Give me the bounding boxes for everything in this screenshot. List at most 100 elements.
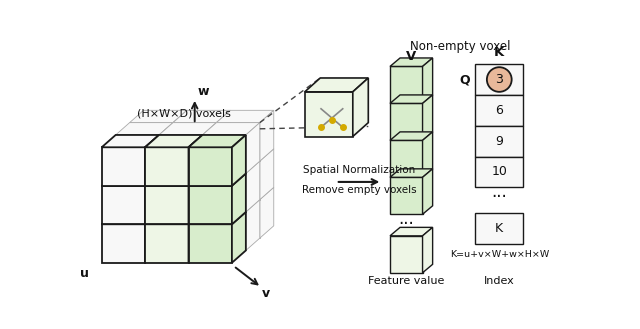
Polygon shape <box>202 200 216 250</box>
Polygon shape <box>390 95 433 103</box>
Polygon shape <box>116 135 159 173</box>
Polygon shape <box>129 161 173 200</box>
Polygon shape <box>260 187 274 238</box>
Polygon shape <box>202 173 246 212</box>
Polygon shape <box>189 147 232 186</box>
Polygon shape <box>159 161 216 173</box>
Text: ...: ... <box>492 183 507 201</box>
Text: ...: ... <box>398 210 414 228</box>
Polygon shape <box>173 200 216 238</box>
Text: 6: 6 <box>495 104 503 117</box>
Polygon shape <box>390 236 422 273</box>
Polygon shape <box>422 169 433 214</box>
Polygon shape <box>422 58 433 103</box>
Polygon shape <box>159 173 202 212</box>
Text: Index: Index <box>484 276 515 286</box>
Polygon shape <box>390 58 433 66</box>
Bar <box>476 95 524 126</box>
Text: V: V <box>406 49 416 63</box>
Polygon shape <box>173 149 187 200</box>
Polygon shape <box>189 173 246 186</box>
Polygon shape <box>116 212 159 250</box>
Polygon shape <box>159 161 173 212</box>
Text: Non-empty voxel: Non-empty voxel <box>410 40 510 53</box>
Text: Remove empty voxels: Remove empty voxels <box>301 185 416 195</box>
Polygon shape <box>102 147 145 186</box>
Polygon shape <box>232 135 246 186</box>
Text: 3: 3 <box>495 73 503 86</box>
Polygon shape <box>353 78 368 137</box>
Text: v: v <box>261 287 269 300</box>
Polygon shape <box>246 161 260 212</box>
Polygon shape <box>390 169 433 177</box>
Text: Q: Q <box>460 73 470 86</box>
Circle shape <box>487 67 511 92</box>
Polygon shape <box>189 135 246 147</box>
Polygon shape <box>145 135 159 186</box>
Polygon shape <box>173 187 230 200</box>
Polygon shape <box>216 187 274 200</box>
Text: K: K <box>495 222 503 235</box>
Polygon shape <box>173 110 230 123</box>
Polygon shape <box>116 200 173 212</box>
Polygon shape <box>159 135 202 173</box>
Polygon shape <box>145 135 202 147</box>
Polygon shape <box>159 200 216 212</box>
Polygon shape <box>390 227 433 236</box>
Text: K: K <box>494 46 504 60</box>
Polygon shape <box>246 123 260 173</box>
Polygon shape <box>145 186 189 224</box>
Polygon shape <box>216 110 274 123</box>
Polygon shape <box>202 123 260 135</box>
Polygon shape <box>145 212 159 263</box>
Polygon shape <box>422 132 433 177</box>
Polygon shape <box>305 78 368 92</box>
Polygon shape <box>173 161 216 200</box>
Bar <box>476 213 524 243</box>
Text: (H×W×D) voxels: (H×W×D) voxels <box>136 109 230 118</box>
Polygon shape <box>102 173 159 186</box>
Polygon shape <box>305 92 353 137</box>
Polygon shape <box>260 110 274 161</box>
Polygon shape <box>129 187 187 200</box>
Polygon shape <box>390 66 422 103</box>
Bar <box>476 126 524 157</box>
Polygon shape <box>216 149 274 161</box>
Polygon shape <box>173 187 187 238</box>
Polygon shape <box>189 173 202 224</box>
Polygon shape <box>232 173 246 224</box>
Polygon shape <box>145 173 202 186</box>
Polygon shape <box>390 132 433 140</box>
Polygon shape <box>189 186 232 224</box>
Polygon shape <box>246 200 260 250</box>
Text: w: w <box>198 85 209 98</box>
Text: Spatial Normalization: Spatial Normalization <box>303 165 415 175</box>
Polygon shape <box>189 135 202 186</box>
Text: 9: 9 <box>495 135 503 148</box>
Polygon shape <box>216 187 230 238</box>
Polygon shape <box>116 173 159 212</box>
Polygon shape <box>189 212 246 224</box>
Polygon shape <box>116 161 173 173</box>
Polygon shape <box>116 123 173 135</box>
Polygon shape <box>129 149 187 161</box>
Polygon shape <box>129 123 173 161</box>
Polygon shape <box>216 200 260 238</box>
Polygon shape <box>145 224 189 263</box>
Polygon shape <box>189 212 202 263</box>
Polygon shape <box>159 123 173 173</box>
Polygon shape <box>173 123 216 161</box>
Polygon shape <box>189 224 232 263</box>
Text: 10: 10 <box>492 165 508 178</box>
Bar <box>476 64 524 95</box>
Polygon shape <box>202 161 260 173</box>
Polygon shape <box>216 110 230 161</box>
Polygon shape <box>159 200 173 250</box>
Polygon shape <box>202 212 246 250</box>
Polygon shape <box>216 123 260 161</box>
Polygon shape <box>102 135 159 147</box>
Polygon shape <box>159 123 216 135</box>
Polygon shape <box>202 135 246 173</box>
Polygon shape <box>390 140 422 177</box>
Polygon shape <box>145 173 159 224</box>
